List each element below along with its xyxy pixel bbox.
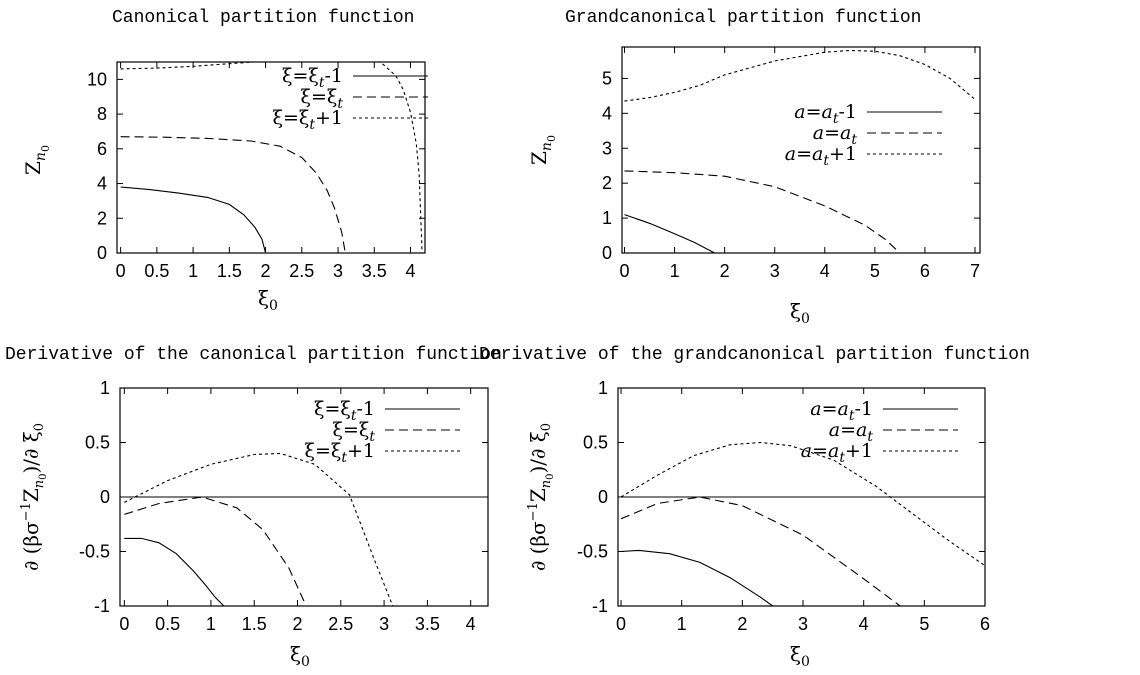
y-tick-label: 4	[97, 174, 107, 194]
legend-label: ξ=ξt+1	[304, 440, 375, 466]
x-tick-label: 0.5	[155, 614, 180, 634]
x-tick-label: 3	[798, 614, 808, 634]
legend-label: a=at	[813, 122, 858, 148]
x-tick-label: 5	[870, 261, 880, 281]
x-tick-label: 1.5	[242, 614, 267, 634]
y-tick-label: 0	[602, 243, 612, 263]
y-tick-label: 5	[602, 68, 612, 88]
x-tick-label: 3	[770, 261, 780, 281]
series-line-2	[120, 136, 346, 253]
chart-title: Derivative of the grandcanonical partiti…	[479, 345, 1030, 365]
chart-panel-1: Canonical partition function 0 0.5 1 1.5 2 2.5…	[21, 8, 428, 314]
chart-panel-4: Derivative of the grandcanonical partiti…	[479, 345, 1030, 670]
y-axis-label: ∂ (βσ−1Zn0)/∂ ξ0	[526, 423, 556, 571]
x-tick-label: 4	[820, 261, 830, 281]
y-axis-label: ∂ (βσ−1Zn0)/∂ ξ0	[19, 423, 49, 571]
x-axis-label: ξ0	[290, 642, 310, 670]
x-tick-label: 4	[466, 614, 476, 634]
y-tick-label: 0.5	[85, 433, 110, 453]
y-tick-label: 1	[598, 378, 608, 398]
y-tick-label: 0.5	[583, 433, 608, 453]
x-tick-label: 1	[206, 614, 216, 634]
x-tick-label: 0	[619, 261, 629, 281]
x-tick-label: 1	[670, 261, 680, 281]
series-line-3	[120, 62, 423, 253]
x-tick-label: 3	[333, 261, 343, 281]
x-tick-label: 1.5	[217, 261, 242, 281]
chart-title: Grandcanonical partition function	[565, 8, 921, 28]
x-axis-label: ξ0	[258, 286, 278, 314]
legend-label: ξ=ξt-1	[314, 398, 375, 424]
y-tick-label: -0.5	[79, 542, 110, 562]
x-tick-label: 2	[720, 261, 730, 281]
legend-label: ξ=ξt	[301, 86, 344, 112]
legend-label: a=at+1	[785, 143, 857, 169]
legend-label: ξ=ξt	[333, 419, 376, 445]
x-tick-label: 6	[920, 261, 930, 281]
y-tick-label: -0.5	[577, 542, 608, 562]
y-tick-label: 6	[97, 139, 107, 159]
x-tick-label: 2	[261, 261, 271, 281]
x-tick-label: 4	[859, 614, 869, 634]
series-line-2	[620, 496, 901, 606]
x-tick-label: 7	[970, 261, 980, 281]
x-tick-label: 0	[616, 614, 626, 634]
series-line-1	[620, 549, 774, 606]
y-tick-label: 8	[97, 104, 107, 124]
x-tick-label: 2	[737, 614, 747, 634]
x-tick-label: 1	[188, 261, 198, 281]
legend-label: ξ=ξt-1	[282, 65, 343, 91]
legend-label: a=at	[829, 419, 874, 445]
legend-label: a=at-1	[794, 101, 857, 127]
x-axis-label: ξ0	[790, 642, 810, 670]
x-tick-label: 0	[119, 614, 129, 634]
y-tick-label: -1	[94, 596, 110, 616]
x-tick-label: 4	[405, 261, 415, 281]
x-tick-label: 2.5	[289, 261, 314, 281]
y-tick-label: 1	[100, 378, 110, 398]
series-line-3	[124, 452, 394, 606]
y-tick-label: 0	[598, 487, 608, 507]
y-tick-label: 1	[602, 208, 612, 228]
series-line-1	[124, 537, 225, 606]
legend-label: a=at-1	[810, 398, 873, 424]
series-line-3	[620, 441, 985, 567]
legend-label: ξ=ξt+1	[272, 107, 343, 133]
x-tick-label: 3.5	[415, 614, 440, 634]
y-tick-label: -1	[592, 596, 608, 616]
x-tick-label: 2.5	[328, 614, 353, 634]
x-axis-label: ξ0	[790, 299, 810, 327]
y-tick-label: 0	[97, 243, 107, 263]
series-line-2	[124, 496, 307, 606]
plot-frame	[621, 46, 981, 254]
series-line-3	[624, 49, 976, 102]
chart-panel-2: Grandcanonical partition function 0 1 2 3 4 5 6…	[527, 8, 981, 327]
series-line-2	[624, 170, 901, 253]
x-tick-label: 0	[116, 261, 126, 281]
x-tick-label: 0.5	[144, 261, 169, 281]
series-line-1	[624, 214, 715, 253]
x-tick-label: 2	[292, 614, 302, 634]
x-tick-label: 3.5	[362, 261, 387, 281]
y-tick-label: 10	[87, 69, 107, 89]
chart-title: Canonical partition function	[112, 8, 414, 28]
y-tick-label: 0	[100, 487, 110, 507]
y-tick-label: 2	[97, 208, 107, 228]
x-tick-label: 5	[919, 614, 929, 634]
x-tick-label: 1	[677, 614, 687, 634]
y-tick-label: 4	[602, 103, 612, 123]
y-axis-label: Zn0	[527, 135, 558, 165]
y-tick-label: 3	[602, 138, 612, 158]
y-tick-label: 2	[602, 173, 612, 193]
x-tick-label: 3	[379, 614, 389, 634]
chart-title: Derivative of the canonical partition fu…	[5, 345, 502, 365]
y-axis-label: Zn0	[21, 145, 52, 175]
legend-label: a=at+1	[801, 440, 873, 466]
x-tick-label: 6	[980, 614, 990, 634]
plot-frame	[116, 61, 426, 254]
chart-panel-3: Derivative of the canonical partition fu…	[5, 345, 502, 670]
series-line-1	[120, 186, 267, 253]
